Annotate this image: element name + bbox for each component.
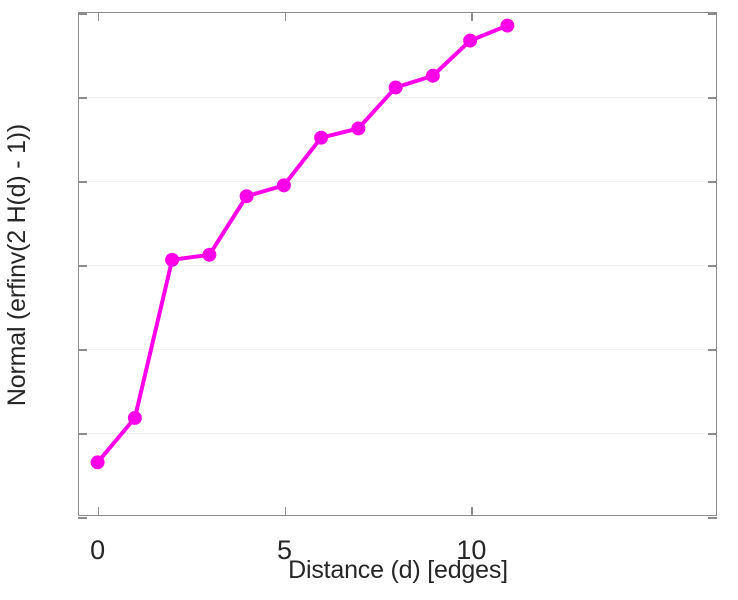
y-axis-tick-right: [708, 517, 717, 519]
gridline-horizontal: [79, 349, 716, 350]
x-axis-tick: [97, 507, 100, 516]
y-axis-tick: [78, 517, 87, 519]
data-markers: [90, 18, 515, 470]
data-point: [463, 33, 478, 48]
gridline-horizontal: [79, 97, 716, 98]
gridlines: [79, 13, 716, 515]
x-axis-tick-top: [97, 12, 100, 21]
y-axis-tick-right: [708, 265, 717, 267]
x-tick-label: 5: [277, 535, 293, 565]
x-axis-label: Distance (d) [edges]: [288, 556, 508, 584]
y-axis-tick-right: [708, 13, 717, 15]
x-axis-tick-top: [284, 12, 287, 21]
x-tick-label: 0: [90, 535, 106, 565]
x-axis-tick: [471, 507, 473, 516]
data-point: [500, 18, 515, 33]
x-tick-label: 10: [456, 535, 487, 565]
gridline-horizontal: [79, 181, 716, 182]
gridline-horizontal: [79, 433, 716, 434]
y-axis-tick-right: [708, 349, 717, 351]
data-point: [239, 189, 254, 204]
data-line: [95, 23, 510, 465]
y-axis-tick-right: [708, 181, 717, 183]
y-axis-tick: [78, 97, 87, 99]
y-axis-label: Normal (erfinv(2 H(d) - 1)): [2, 123, 31, 407]
x-axis-tick-top: [471, 12, 473, 21]
data-series-layer: [90, 18, 515, 470]
data-point: [276, 178, 291, 193]
data-point: [388, 80, 403, 95]
y-axis-tick: [78, 349, 87, 351]
y-axis-tick: [78, 181, 87, 183]
y-axis-tick: [78, 433, 87, 435]
y-axis-tick: [78, 265, 87, 267]
data-point: [351, 121, 366, 136]
data-point: [165, 252, 180, 267]
data-point: [425, 68, 440, 83]
data-point: [127, 410, 142, 425]
plot-area: -3-2-101230510: [78, 12, 717, 565]
y-axis-tick-right: [708, 97, 717, 99]
x-axis-tick: [284, 507, 287, 516]
data-point: [90, 455, 105, 470]
gridline-horizontal: [79, 265, 716, 266]
y-axis-tick: [78, 13, 87, 15]
data-point: [314, 130, 329, 145]
y-axis-tick-right: [708, 433, 717, 435]
data-point: [202, 247, 217, 262]
